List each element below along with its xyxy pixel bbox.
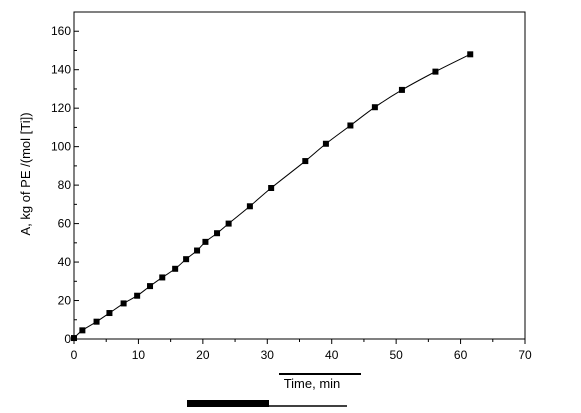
- data-point: [467, 51, 474, 58]
- data-point: [246, 203, 253, 210]
- data-point: [432, 68, 439, 75]
- x-tick-label: 20: [196, 348, 210, 362]
- data-point: [120, 300, 127, 307]
- data-point: [172, 265, 179, 272]
- y-tick-label: 160: [51, 24, 71, 38]
- y-tick-label: 60: [58, 217, 72, 231]
- data-point: [106, 310, 113, 317]
- data-point: [398, 86, 405, 93]
- data-point: [347, 122, 354, 129]
- x-tick-label: 60: [454, 348, 468, 362]
- y-tick-label: 120: [51, 101, 71, 115]
- data-point: [202, 238, 209, 245]
- y-tick-label: 40: [58, 255, 72, 269]
- data-point: [371, 104, 378, 111]
- data-point: [302, 158, 309, 165]
- x-tick-label: 30: [261, 348, 275, 362]
- y-tick-label: 140: [51, 63, 71, 77]
- data-point: [322, 140, 329, 147]
- data-point: [225, 220, 232, 227]
- bottom-thick-bar: [187, 400, 269, 407]
- y-tick-label: 20: [58, 294, 72, 308]
- data-point: [134, 292, 141, 299]
- x-tick-label: 10: [132, 348, 146, 362]
- y-tick-label: 0: [64, 332, 71, 346]
- data-point: [93, 318, 100, 325]
- x-axis-tick-labels: 0 10 20 30 40 50 60 70: [71, 348, 532, 362]
- data-point: [159, 274, 166, 281]
- data-point: [147, 283, 154, 290]
- data-point: [214, 230, 221, 237]
- x-tick-label: 70: [518, 348, 532, 362]
- data-point: [194, 247, 201, 254]
- x-tick-label: 50: [389, 348, 403, 362]
- y-axis-label: A, kg of PE /(mol [Ti]): [18, 112, 33, 235]
- y-axis-ticks: [74, 30, 79, 340]
- series-line: [73, 53, 471, 339]
- x-axis-label: Time, min: [284, 376, 341, 391]
- y-axis-tick-labels: 0 20 40 60 80 100 120 140 160: [51, 24, 71, 346]
- data-point: [183, 256, 190, 263]
- data-point: [71, 335, 77, 342]
- data-point: [268, 185, 275, 192]
- x-tick-label: 0: [71, 348, 78, 362]
- data-point: [79, 327, 86, 334]
- x-tick-label: 40: [325, 348, 339, 362]
- y-tick-label: 100: [51, 140, 71, 154]
- x-axis-ticks: [73, 339, 526, 344]
- y-tick-label: 80: [58, 178, 72, 192]
- series-points: [71, 51, 474, 342]
